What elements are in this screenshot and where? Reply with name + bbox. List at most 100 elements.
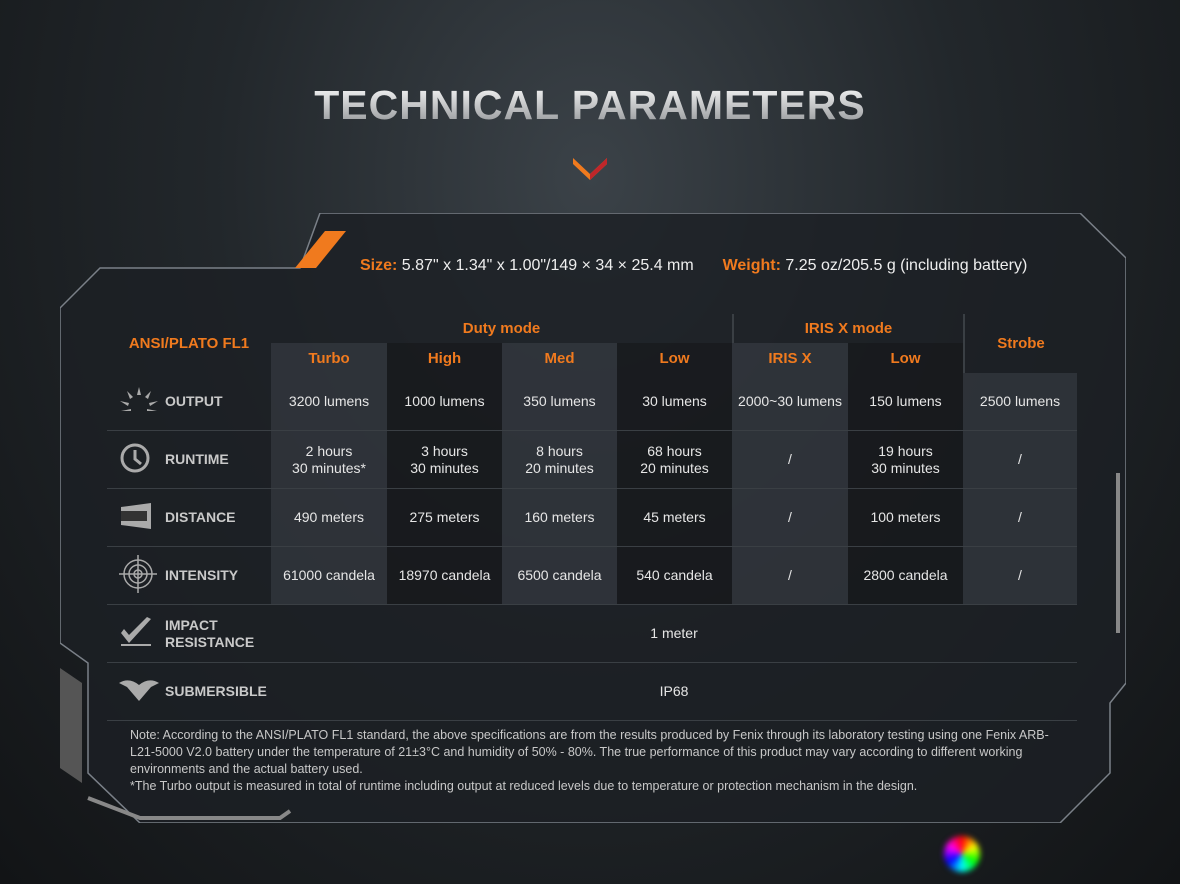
table-cell-text: 68 hours 20 minutes (640, 442, 709, 476)
table-cell-merged-text: 1 meter (650, 625, 698, 641)
header-mode-text: Turbo (308, 349, 350, 367)
water-icon (119, 679, 159, 705)
table-cell: 275 meters (387, 489, 502, 546)
table-cell: 350 lumens (502, 373, 617, 430)
row-label: DISTANCE (107, 489, 271, 546)
row-label-text: OUTPUT (165, 393, 223, 409)
spec-table: ANSI/PLATO FL1 Duty mode IRIS X mode Strobe… (107, 314, 1077, 721)
page-title: TECHNICAL PARAMETERS (0, 82, 1180, 129)
table-cell: / (963, 547, 1077, 604)
table-cell: 19 hours 30 minutes (848, 431, 963, 488)
table-cell: / (963, 431, 1077, 488)
table-row-submersible: SUBMERSIBLE IP68 (107, 663, 1077, 721)
header-group-iris-x-mode-text: IRIS X mode (804, 320, 893, 337)
table-row-runtime: RUNTIME 2 hours 30 minutes* 3 hours 30 min… (107, 431, 1077, 489)
table-cell: 18970 candela (387, 547, 502, 604)
size-value: 5.87" x 1.34" x 1.00"/149 × 34 × 25.4 mm (401, 257, 694, 274)
table-cell-text: 3 hours 30 minutes (410, 442, 479, 476)
row-label-text: DISTANCE (165, 509, 236, 525)
header-group-duty-mode: Duty mode (271, 314, 732, 343)
note-text: Note: According to the ANSI/PLATO FL1 st… (130, 728, 1049, 776)
table-cell-text: 490 meters (293, 509, 365, 525)
table-cell: 160 meters (502, 489, 617, 546)
table-cell: 2000~30 lumens (732, 373, 848, 430)
header-mode: Med (502, 343, 617, 373)
row-label-text: IMPACT RESISTANCE (165, 616, 255, 650)
color-wheel-icon (944, 836, 980, 872)
header-mode: Turbo (271, 343, 387, 373)
table-cell-merged: 1 meter (271, 605, 1077, 662)
header-group-iris-x-mode: IRIS X mode (732, 314, 963, 343)
table-cell-text: / (1018, 567, 1022, 583)
row-label: INTENSITY (107, 547, 271, 604)
table-cell: 2800 candela (848, 547, 963, 604)
header-mode-text: High (427, 349, 462, 367)
header-mode-text: IRIS X (768, 349, 812, 367)
table-cell: 490 meters (271, 489, 387, 546)
header-mode-text: Low (890, 349, 921, 367)
table-cell-text: 350 lumens (523, 393, 596, 409)
table-cell: / (732, 547, 848, 604)
note: Note: According to the ANSI/PLATO FL1 st… (130, 727, 1060, 795)
header-mode-text: Med (544, 349, 575, 367)
table-cell-merged-text: IP68 (659, 683, 689, 699)
table-cell: / (963, 489, 1077, 546)
size-label: Size: (360, 257, 398, 274)
table-cell-text: 2800 candela (863, 567, 948, 583)
table-cell-text: 8 hours 20 minutes (525, 442, 594, 476)
table-cell: 150 lumens (848, 373, 963, 430)
table-cell: 6500 candela (502, 547, 617, 604)
header-mode: Low (617, 343, 732, 373)
row-label: RUNTIME (107, 431, 271, 488)
table-row-intensity: INTENSITY 61000 candela 18970 candela 6500 … (107, 547, 1077, 605)
row-label: SUBMERSIBLE (107, 663, 271, 720)
header-strobe: Strobe (963, 314, 1077, 373)
table-cell: 8 hours 20 minutes (502, 431, 617, 488)
table-cell-text: 2000~30 lumens (738, 393, 842, 409)
header-mode: High (387, 343, 502, 373)
table-row-distance: DISTANCE 490 meters 275 meters 160 meters 45… (107, 489, 1077, 547)
header-group-duty-mode-text: Duty mode (462, 320, 541, 337)
weight-value: 7.25 oz/205.5 g (including battery) (785, 257, 1028, 274)
header-mode: IRIS X (732, 343, 848, 373)
table-cell-text: 160 meters (524, 509, 595, 525)
table-cell: 30 lumens (617, 373, 732, 430)
table-cell: 3200 lumens (271, 373, 387, 430)
table-cell: 68 hours 20 minutes (617, 431, 732, 488)
table-cell-text: / (1018, 509, 1022, 525)
clock-icon (119, 442, 151, 478)
checkmark-impact-icon (119, 616, 153, 651)
table-cell-text: 3200 lumens (288, 393, 370, 409)
table-cell-merged: IP68 (271, 663, 1077, 720)
table-cell-text: 61000 candela (283, 567, 375, 583)
row-label-text: SUBMERSIBLE (165, 683, 267, 699)
table-cell-text: / (788, 567, 792, 583)
table-row-output: OUTPUT 3200 lumens 1000 lumens 350 lumens 30… (107, 373, 1077, 431)
header-standard: ANSI/PLATO FL1 (107, 314, 271, 373)
table-cell-text: / (1018, 451, 1022, 467)
table-cell: / (732, 489, 848, 546)
table-cell-text: 6500 candela (517, 567, 602, 583)
table-cell-text: 2 hours 30 minutes* (292, 442, 366, 476)
table-cell: 45 meters (617, 489, 732, 546)
weight-label: Weight: (722, 257, 781, 274)
table-cell-text: 275 meters (409, 509, 480, 525)
chevron-down-icon (573, 158, 607, 180)
size-weight-line: Size: 5.87" x 1.34" x 1.00"/149 × 34 × 2… (360, 257, 1027, 275)
row-label: OUTPUT (107, 373, 271, 430)
table-cell: 61000 candela (271, 547, 387, 604)
table-cell-text: / (788, 451, 792, 467)
table-cell-text: 150 lumens (869, 393, 942, 409)
table-cell-text: 540 candela (636, 567, 713, 583)
row-label: IMPACT RESISTANCE (107, 605, 271, 662)
table-cell-text: / (788, 509, 792, 525)
table-cell: 3 hours 30 minutes (387, 431, 502, 488)
row-label-text: RUNTIME (165, 451, 229, 467)
sunburst-icon (119, 386, 159, 417)
table-cell-text: 30 lumens (642, 393, 707, 409)
table-cell: 100 meters (848, 489, 963, 546)
table-cell-text: 100 meters (870, 509, 941, 525)
table-row-impact: IMPACT RESISTANCE 1 meter (107, 605, 1077, 663)
row-label-text: INTENSITY (165, 567, 239, 583)
table-cell-text: 1000 lumens (404, 393, 485, 409)
